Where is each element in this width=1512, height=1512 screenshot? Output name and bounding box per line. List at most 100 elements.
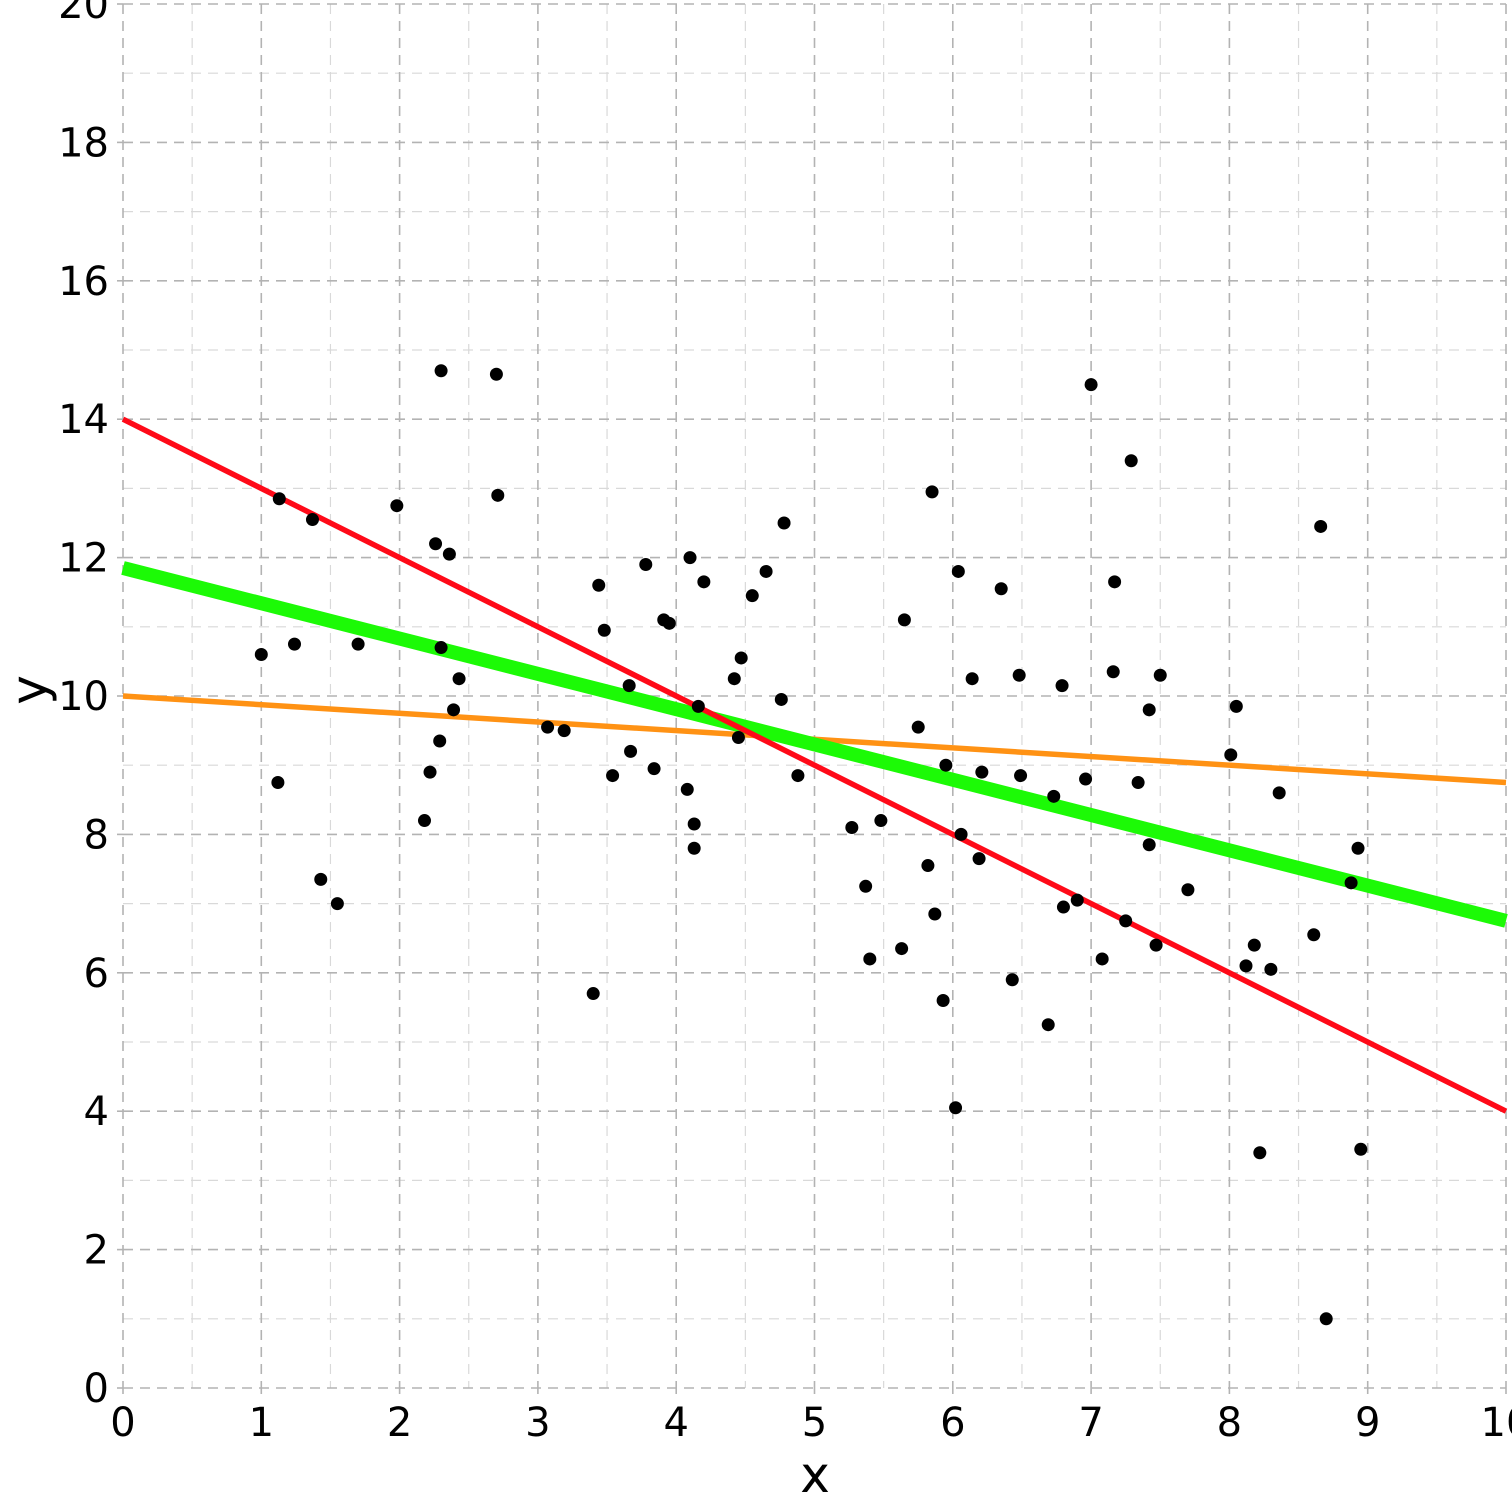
x-tick-label: 5 bbox=[802, 1400, 827, 1446]
scatter-point bbox=[447, 703, 461, 717]
scatter-point bbox=[1142, 703, 1156, 717]
scatter-point bbox=[777, 516, 791, 530]
scatter-point bbox=[434, 364, 448, 378]
scatter-point bbox=[1047, 789, 1061, 803]
x-tick-label: 1 bbox=[249, 1400, 274, 1446]
y-tick-label: 14 bbox=[58, 397, 109, 443]
x-tick-label: 9 bbox=[1355, 1400, 1380, 1446]
scatter-point bbox=[936, 993, 950, 1007]
scatter-point bbox=[1084, 378, 1098, 392]
scatter-point bbox=[1224, 748, 1238, 762]
axis-ticks bbox=[117, 3, 1507, 1394]
scatter-point bbox=[1014, 769, 1028, 783]
scatter-point bbox=[928, 907, 942, 921]
scatter-point bbox=[541, 720, 555, 734]
scatter-point bbox=[586, 987, 600, 1001]
scatter-point bbox=[287, 637, 301, 651]
scatter-point bbox=[965, 672, 979, 686]
scatter-point bbox=[697, 575, 711, 589]
scatter-point bbox=[949, 1101, 963, 1115]
scatter-point bbox=[429, 537, 443, 551]
scatter-point bbox=[1229, 699, 1243, 713]
scatter-point bbox=[921, 859, 935, 873]
y-tick-label: 16 bbox=[58, 259, 109, 305]
scatter-point bbox=[662, 616, 676, 630]
scatter-point bbox=[683, 551, 697, 565]
scatter-point bbox=[423, 765, 437, 779]
scatter-point bbox=[895, 942, 909, 956]
scatter-point bbox=[1119, 914, 1133, 928]
scatter-point bbox=[452, 672, 466, 686]
scatter-point bbox=[1307, 928, 1321, 942]
scatter-point bbox=[1153, 668, 1167, 682]
x-tick-label: 8 bbox=[1217, 1400, 1242, 1446]
scatter-point bbox=[1239, 959, 1253, 973]
x-axis-label: x bbox=[800, 1446, 830, 1504]
scatter-point bbox=[1079, 772, 1093, 786]
scatter-point bbox=[939, 758, 953, 772]
scatter-point bbox=[745, 589, 759, 603]
scatter-point bbox=[1247, 938, 1261, 952]
scatter-point bbox=[1055, 679, 1069, 693]
scatter-point bbox=[1354, 1142, 1368, 1156]
scatter-point bbox=[691, 699, 705, 713]
scatter-point bbox=[314, 872, 328, 886]
scatter-point bbox=[1012, 668, 1026, 682]
scatter-point bbox=[975, 765, 989, 779]
scatter-point bbox=[1124, 454, 1138, 468]
scatter-point bbox=[994, 582, 1008, 596]
y-tick-label: 20 bbox=[58, 0, 109, 28]
scatter-point bbox=[1005, 973, 1019, 987]
scatter-point bbox=[897, 613, 911, 627]
scatter-point bbox=[954, 827, 968, 841]
scatter-point bbox=[734, 651, 748, 665]
scatter-point bbox=[1095, 952, 1109, 966]
scatter-point bbox=[791, 769, 805, 783]
scatter-point bbox=[434, 641, 448, 655]
x-tick-label: 7 bbox=[1078, 1400, 1103, 1446]
scatter-point bbox=[606, 769, 620, 783]
scatter-point bbox=[911, 720, 925, 734]
scatter-point bbox=[433, 734, 447, 748]
y-tick-label: 12 bbox=[58, 536, 109, 582]
scatter-point bbox=[731, 731, 745, 745]
x-tick-label: 2 bbox=[387, 1400, 412, 1446]
scatter-point bbox=[1070, 893, 1084, 907]
scatter-point bbox=[272, 492, 286, 506]
scatter-point bbox=[774, 692, 788, 706]
grid bbox=[122, 3, 1507, 1389]
x-tick-label: 4 bbox=[663, 1400, 688, 1446]
x-tick-label: 10 bbox=[1481, 1400, 1512, 1446]
scatter-point bbox=[624, 744, 638, 758]
y-tick-label: 18 bbox=[58, 120, 109, 166]
y-tick-label: 8 bbox=[84, 812, 109, 858]
scatter-point bbox=[727, 672, 741, 686]
scatter-point bbox=[1056, 900, 1070, 914]
scatter-point bbox=[874, 814, 888, 828]
scatter-point bbox=[639, 558, 653, 572]
tick-labels: 01234567891002468101214161820 bbox=[58, 0, 1512, 1446]
scatter-point bbox=[1108, 575, 1122, 589]
scatter-point bbox=[1319, 1312, 1333, 1326]
scatter-point bbox=[1142, 838, 1156, 852]
y-tick-label: 4 bbox=[84, 1089, 109, 1135]
scatter-point bbox=[622, 679, 636, 693]
scatter-point bbox=[1344, 876, 1358, 890]
scatter-point bbox=[647, 762, 661, 776]
scatter-point bbox=[951, 564, 965, 578]
y-tick-label: 0 bbox=[84, 1366, 109, 1412]
scatter-point bbox=[1314, 519, 1328, 533]
scatter-point bbox=[1264, 962, 1278, 976]
scatter-point bbox=[687, 841, 701, 855]
scatter-point bbox=[1272, 786, 1286, 800]
scatter-point bbox=[442, 547, 456, 561]
scatter-point bbox=[1041, 1018, 1055, 1032]
scatter-point bbox=[271, 776, 285, 789]
scatter-point bbox=[863, 952, 877, 966]
scatter-point bbox=[597, 623, 611, 637]
scatter-point bbox=[489, 367, 503, 381]
y-tick-label: 10 bbox=[58, 674, 109, 720]
scatter-point bbox=[557, 724, 571, 738]
scatter-point bbox=[1149, 938, 1163, 952]
